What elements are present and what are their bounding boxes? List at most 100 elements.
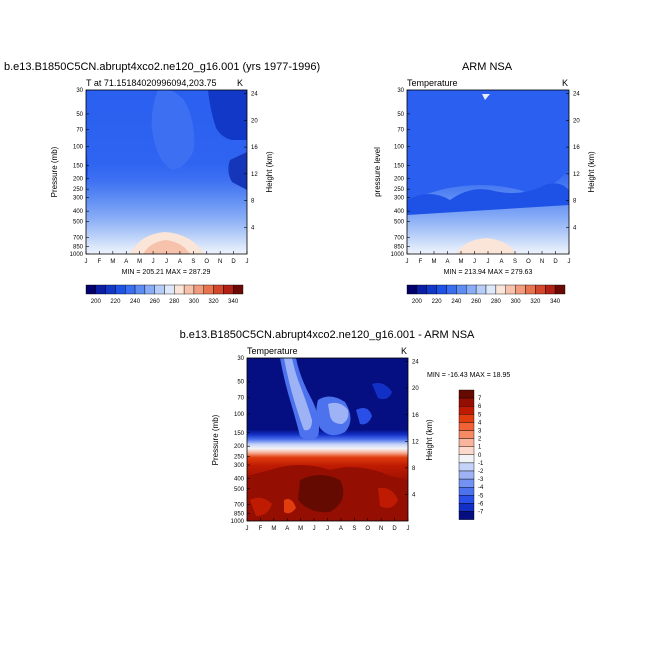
colorbar-swatch xyxy=(458,503,475,512)
y-right-tick-label: 12 xyxy=(573,172,580,178)
colorbar-swatch xyxy=(85,284,97,295)
panel1-title: b.e13.B1850C5CN.abrupt4xco2.ne120_g16.00… xyxy=(4,61,320,73)
y-tick-label: 50 xyxy=(397,112,404,118)
panel1-ylabel-right: Height (km) xyxy=(265,151,274,193)
x-tick-label: J xyxy=(313,526,316,532)
colorbar-tick-label: -5 xyxy=(478,493,484,499)
colorbar-swatch xyxy=(475,284,487,295)
colorbar-tick-label: -2 xyxy=(478,469,484,475)
y-tick-label: 200 xyxy=(73,177,84,183)
colorbar-tick-label: 340 xyxy=(550,299,561,305)
x-tick-label: N xyxy=(379,526,383,532)
colorbar-tick-label: -3 xyxy=(478,477,484,483)
panel3-y-ticks: 30 50 70 100 150 200 250 300 400 500 700 850 1000 xyxy=(231,356,250,525)
x-tick-label: M xyxy=(298,526,303,532)
colorbar-swatch xyxy=(223,284,234,295)
colorbar-swatch xyxy=(458,478,475,488)
colorbar-tick-label: 0 xyxy=(478,453,482,459)
panel1-ylabel: Pressure (mb) xyxy=(50,146,59,197)
panel2-ylabel: pressure level xyxy=(373,147,382,197)
panel-arm-nsa: ARM NSA Temperature K 30 50 70 100 150 200 250… xyxy=(373,61,596,305)
y-right-tick-label: 16 xyxy=(412,413,419,419)
colorbar-tick-label: 300 xyxy=(189,299,200,305)
y-tick-label: 850 xyxy=(234,511,245,517)
colorbar-swatch xyxy=(144,284,155,295)
colorbar-swatch xyxy=(164,284,175,295)
colorbar-tick-label: 5 xyxy=(478,412,482,418)
y-tick-label: 30 xyxy=(237,356,244,362)
x-tick-label: J xyxy=(473,259,476,265)
y-tick-label: 100 xyxy=(234,412,245,418)
x-tick-label: D xyxy=(231,259,236,265)
y-tick-label: 50 xyxy=(76,112,83,118)
panel3-ylabel-right: Height (km) xyxy=(425,419,434,461)
x-tick-label: M xyxy=(137,259,142,265)
colorbar-swatch xyxy=(485,284,497,295)
colorbar-swatch xyxy=(515,284,526,295)
colorbar-tick-label: 320 xyxy=(209,299,220,305)
x-tick-label: M xyxy=(271,526,276,532)
panel2-minmax: MIN = 213.94 MAX = 279.63 xyxy=(444,269,533,276)
colorbar-tick-label: 7 xyxy=(478,396,482,402)
colorbar-swatch xyxy=(458,511,475,520)
colorbar-tick-label: -4 xyxy=(478,485,484,491)
y-tick-label: 200 xyxy=(234,444,245,450)
x-tick-label: J xyxy=(487,259,490,265)
y-right-tick-label: 8 xyxy=(573,199,577,205)
panel2-title: ARM NSA xyxy=(462,61,513,73)
y-tick-label: 200 xyxy=(394,177,405,183)
x-tick-label: M xyxy=(459,259,464,265)
y-tick-label: 30 xyxy=(397,88,404,94)
colorbar-swatch xyxy=(458,414,475,423)
colorbar-tick-label: 200 xyxy=(412,299,423,305)
x-tick-label: J xyxy=(326,526,329,532)
colorbar-tick-label: 340 xyxy=(228,299,239,305)
y-tick-label: 100 xyxy=(394,144,405,150)
colorbar-swatch xyxy=(458,462,475,472)
colorbar-tick-label: 6 xyxy=(478,404,482,410)
colorbar-swatch xyxy=(458,446,475,456)
y-tick-label: 400 xyxy=(73,209,84,215)
x-tick-label: S xyxy=(352,526,356,532)
x-tick-label: M xyxy=(432,259,437,265)
panel3-colorbar: 7 6 5 4 3 2 1 0 -1 -2 -3 -4 -5 -6 -7 xyxy=(458,389,484,520)
colorbar-tick-label: 2 xyxy=(478,437,482,443)
y-right-tick-label: 4 xyxy=(251,225,255,231)
colorbar-tick-label: 4 xyxy=(478,420,482,426)
colorbar-tick-label: 320 xyxy=(530,299,541,305)
colorbar-tick-label: 280 xyxy=(491,299,502,305)
panel1-left-label: T at 71.15184020996094,203.75 xyxy=(86,78,216,88)
colorbar-tick-label: 240 xyxy=(451,299,462,305)
panel1-plot-area xyxy=(85,89,248,255)
y-tick-label: 700 xyxy=(394,235,405,241)
y-tick-label: 300 xyxy=(394,196,405,202)
colorbar-tick-label: 280 xyxy=(169,299,180,305)
y-right-tick-label: 24 xyxy=(251,92,258,98)
colorbar-swatch xyxy=(183,284,195,295)
x-tick-label: A xyxy=(339,526,343,532)
y-tick-label: 150 xyxy=(394,163,405,169)
x-tick-label: F xyxy=(419,259,423,265)
y-tick-label: 400 xyxy=(234,476,245,482)
x-tick-label: A xyxy=(285,526,289,532)
colorbar-tick-label: -1 xyxy=(478,461,484,467)
y-tick-label: 300 xyxy=(234,463,245,469)
x-tick-label: O xyxy=(204,259,209,265)
x-tick-label: A xyxy=(499,259,503,265)
y-tick-label: 300 xyxy=(73,196,84,202)
colorbar-swatch xyxy=(458,487,475,496)
y-tick-label: 150 xyxy=(73,163,84,169)
colorbar-swatch xyxy=(458,389,475,399)
y-right-tick-label: 4 xyxy=(412,492,416,498)
colorbar-swatch xyxy=(416,284,427,295)
panel-model: b.e13.B1850C5CN.abrupt4xco2.ne120_g16.00… xyxy=(4,61,320,305)
y-right-tick-label: 24 xyxy=(412,360,419,366)
colorbar-swatch xyxy=(458,422,475,431)
x-tick-label: J xyxy=(246,526,249,532)
x-tick-label: J xyxy=(85,259,88,265)
x-tick-label: A xyxy=(178,259,182,265)
panel1-y-ticks: 30 50 70 100 150 200 250 300 400 500 700 850 1000 xyxy=(70,88,89,258)
colorbar-swatch xyxy=(458,454,475,464)
